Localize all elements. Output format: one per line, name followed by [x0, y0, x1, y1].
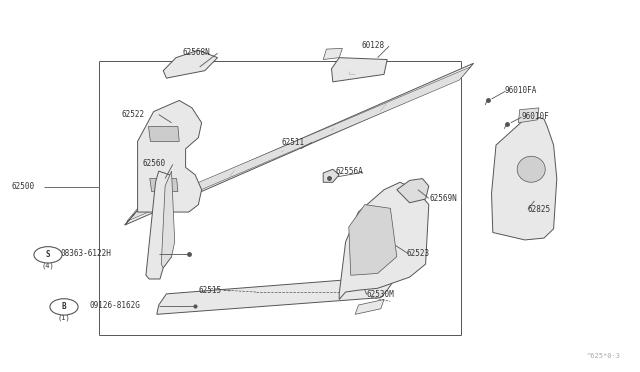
Text: 62560: 62560 [142, 159, 165, 168]
Polygon shape [492, 117, 557, 240]
Polygon shape [146, 171, 172, 279]
Circle shape [34, 247, 62, 263]
Text: 62530M: 62530M [366, 290, 394, 299]
Text: 62500: 62500 [12, 182, 35, 191]
Polygon shape [349, 205, 397, 275]
Polygon shape [150, 179, 178, 192]
Polygon shape [518, 108, 539, 123]
Polygon shape [339, 182, 429, 299]
Text: (4): (4) [42, 263, 54, 269]
Text: 96010FA: 96010FA [505, 86, 538, 95]
Polygon shape [148, 126, 179, 141]
Text: 62569N: 62569N [429, 194, 457, 203]
Polygon shape [161, 171, 175, 268]
Polygon shape [397, 179, 429, 203]
Text: 62523: 62523 [406, 249, 429, 258]
Text: 62825: 62825 [528, 205, 551, 214]
Polygon shape [157, 277, 394, 314]
Text: 62568N: 62568N [182, 48, 210, 57]
Text: 62522: 62522 [122, 110, 145, 119]
Text: ^625*0·3: ^625*0·3 [587, 353, 621, 359]
Polygon shape [125, 175, 195, 225]
Text: S: S [45, 250, 51, 259]
Polygon shape [355, 299, 384, 314]
Text: 62556A: 62556A [336, 167, 364, 176]
Text: 08363-6122H: 08363-6122H [61, 249, 111, 258]
Text: 62511: 62511 [282, 138, 305, 147]
Polygon shape [125, 63, 474, 225]
Polygon shape [323, 169, 339, 182]
Polygon shape [138, 100, 202, 212]
Text: B: B [61, 302, 67, 311]
Text: 60128: 60128 [362, 41, 385, 50]
Circle shape [50, 299, 78, 315]
Text: 09126-8162G: 09126-8162G [90, 301, 140, 310]
Polygon shape [517, 156, 545, 182]
Polygon shape [127, 67, 470, 221]
Polygon shape [163, 50, 218, 78]
Text: 96010F: 96010F [522, 112, 549, 121]
Text: (1): (1) [58, 314, 70, 321]
Polygon shape [332, 58, 387, 82]
Text: 62515: 62515 [198, 286, 221, 295]
Polygon shape [323, 48, 342, 60]
